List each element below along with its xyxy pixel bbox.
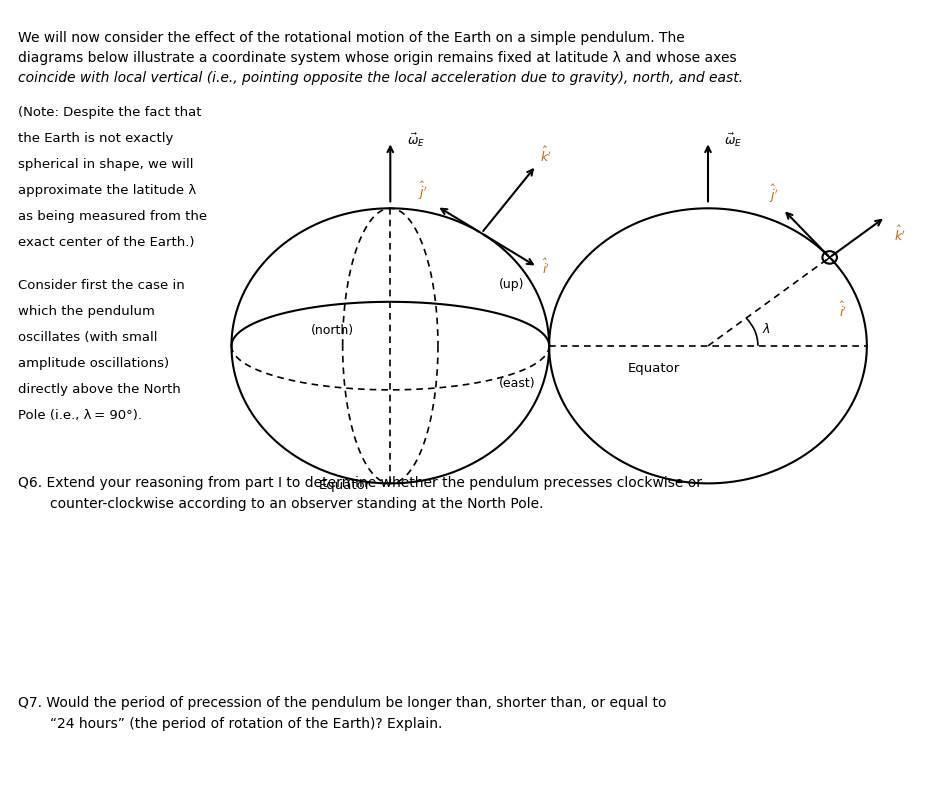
Text: $\hat{j}'$: $\hat{j}'$ [418, 180, 427, 202]
Text: $\hat{k}'$: $\hat{k}'$ [894, 225, 905, 244]
Text: “24 hours” (the period of rotation of the Earth)? Explain.: “24 hours” (the period of rotation of th… [50, 717, 442, 731]
Text: directly above the North: directly above the North [19, 383, 181, 396]
Text: Q6. Extend your reasoning from part I to determine whether the pendulum precesse: Q6. Extend your reasoning from part I to… [19, 476, 702, 490]
Text: $\lambda$: $\lambda$ [762, 322, 770, 336]
Text: the Earth is not exactly: the Earth is not exactly [19, 132, 173, 145]
Text: (Note: Despite the fact that: (Note: Despite the fact that [19, 106, 201, 119]
Text: Equator: Equator [627, 362, 679, 375]
Text: (north): (north) [311, 324, 353, 336]
Text: (up): (up) [499, 277, 524, 291]
Text: Consider first the case in: Consider first the case in [19, 279, 184, 292]
Text: counter-clockwise according to an observer standing at the North Pole.: counter-clockwise according to an observ… [50, 497, 543, 511]
Text: $\vec{\omega}_E$: $\vec{\omega}_E$ [406, 132, 425, 149]
Text: Q7. Would the period of precession of the pendulum be longer than, shorter than,: Q7. Would the period of precession of th… [19, 696, 666, 710]
Text: $\hat{j}'$: $\hat{j}'$ [768, 183, 778, 205]
Text: Pole (i.e., λ = 90°).: Pole (i.e., λ = 90°). [19, 409, 142, 422]
Text: $\hat{i}'$: $\hat{i}'$ [541, 258, 549, 277]
Text: exact center of the Earth.): exact center of the Earth.) [19, 236, 195, 249]
Text: $\hat{i}'$: $\hat{i}'$ [838, 301, 845, 320]
Text: diagrams below illustrate a coordinate system whose origin remains fixed at lati: diagrams below illustrate a coordinate s… [19, 51, 736, 65]
Text: Equator: Equator [319, 479, 371, 493]
Text: approximate the latitude λ: approximate the latitude λ [19, 184, 197, 197]
Text: (east): (east) [499, 377, 535, 391]
Text: amplitude oscillations): amplitude oscillations) [19, 357, 169, 370]
Text: oscillates (with small: oscillates (with small [19, 331, 158, 344]
Text: We will now consider the effect of the rotational motion of the Earth on a simpl: We will now consider the effect of the r… [19, 31, 684, 46]
Text: spherical in shape, we will: spherical in shape, we will [19, 158, 194, 171]
Text: which the pendulum: which the pendulum [19, 305, 155, 318]
Text: $\hat{k}'$: $\hat{k}'$ [540, 146, 551, 165]
Text: coincide with local vertical (i.e., pointing opposite the local acceleration due: coincide with local vertical (i.e., poin… [19, 71, 743, 85]
Text: as being measured from the: as being measured from the [19, 210, 207, 223]
Text: $\vec{\omega}_E$: $\vec{\omega}_E$ [724, 132, 742, 149]
